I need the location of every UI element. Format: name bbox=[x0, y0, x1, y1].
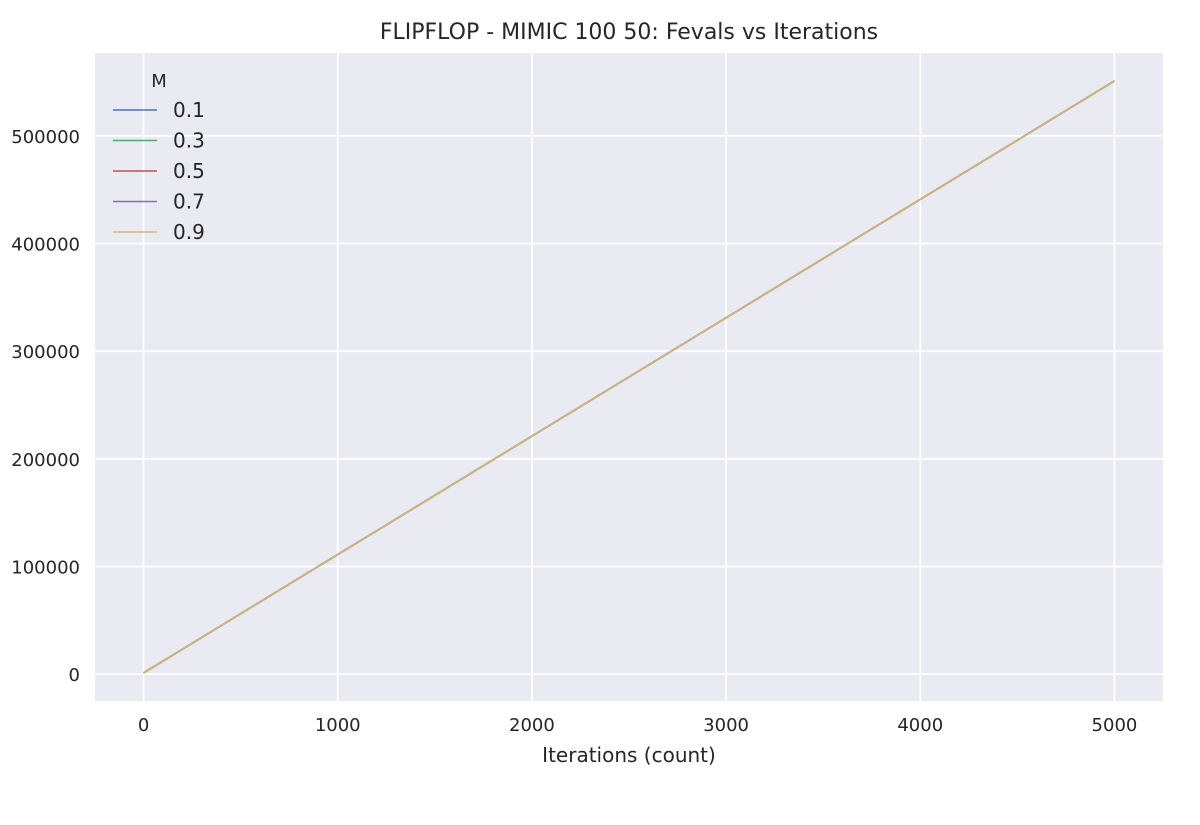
y-tick-label: 200000 bbox=[11, 450, 80, 471]
x-axis-label: Iterations (count) bbox=[542, 743, 716, 767]
x-axis-ticks: 0 1000 2000 3000 4000 5000 bbox=[138, 715, 1138, 736]
x-tick-label: 4000 bbox=[897, 715, 943, 736]
legend-label: 0.5 bbox=[173, 159, 205, 183]
legend: M 0.1 0.3 0.5 0.7 0.9 bbox=[113, 71, 205, 244]
x-tick-label: 2000 bbox=[509, 715, 555, 736]
chart-title: FLIPFLOP - MIMIC 100 50: Fevals vs Itera… bbox=[380, 20, 878, 45]
y-tick-label: 0 bbox=[69, 665, 80, 686]
grid bbox=[95, 53, 1163, 701]
y-tick-label: 400000 bbox=[11, 235, 80, 256]
legend-label: 0.3 bbox=[173, 129, 205, 153]
x-tick-label: 0 bbox=[138, 715, 149, 736]
series-line-0.9 bbox=[143, 80, 1115, 674]
legend-label: 0.9 bbox=[173, 220, 205, 244]
y-tick-label: 300000 bbox=[11, 342, 80, 363]
x-tick-label: 3000 bbox=[703, 715, 749, 736]
x-tick-label: 1000 bbox=[315, 715, 361, 736]
series-lines bbox=[143, 80, 1115, 674]
x-tick-label: 5000 bbox=[1092, 715, 1138, 736]
y-axis-ticks: 0 100000 200000 300000 400000 500000 bbox=[11, 127, 80, 686]
y-tick-label: 100000 bbox=[11, 557, 80, 578]
legend-label: 0.7 bbox=[173, 190, 205, 214]
legend-label: 0.1 bbox=[173, 98, 205, 122]
y-tick-label: 500000 bbox=[11, 127, 80, 148]
legend-title: M bbox=[151, 71, 167, 92]
